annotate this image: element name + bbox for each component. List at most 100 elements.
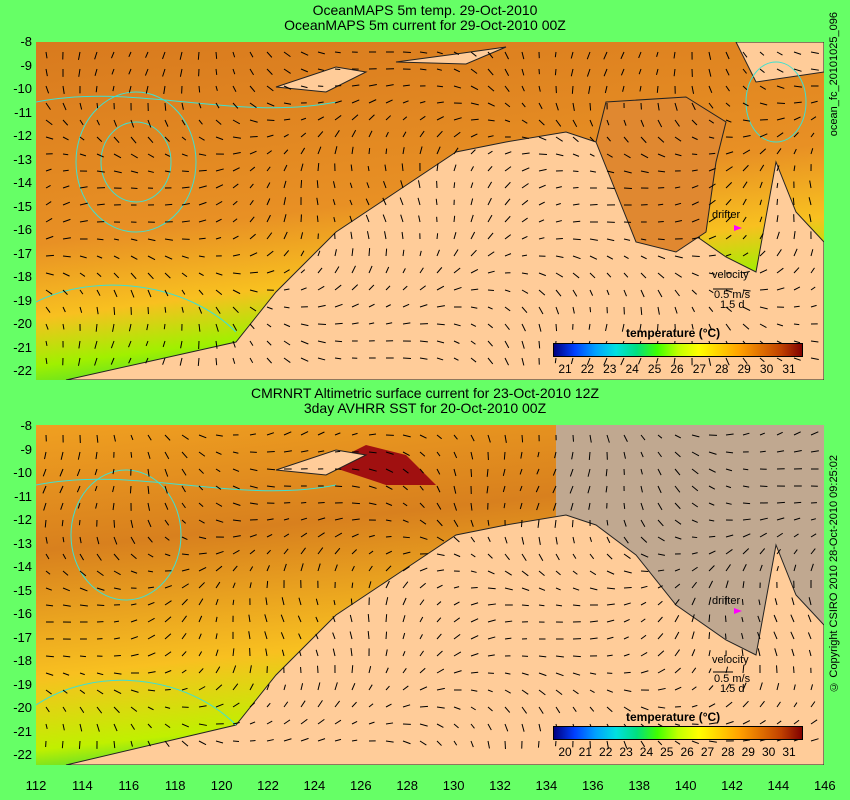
current-arrow (419, 650, 424, 657)
current-arrow (198, 153, 207, 156)
current-arrow (504, 340, 510, 349)
current-arrow (249, 549, 256, 555)
current-arrow (147, 485, 150, 494)
current-arrow (453, 740, 458, 746)
current-arrow (164, 485, 168, 494)
current-arrow (708, 685, 714, 691)
current-arrow (130, 170, 139, 174)
lat-tick: -20 (13, 316, 32, 331)
current-arrow (181, 615, 187, 623)
current-arrow (486, 468, 489, 477)
current-arrow (810, 563, 814, 572)
current-arrow (266, 270, 275, 274)
current-arrow (351, 720, 358, 725)
current-arrow (487, 135, 494, 138)
current-arrow (436, 584, 443, 589)
current-arrow (793, 51, 802, 55)
current-arrow (368, 703, 374, 708)
current-arrow (128, 51, 132, 58)
current-arrow (623, 653, 630, 657)
current-arrow (776, 532, 783, 538)
current-arrow (145, 340, 149, 347)
current-arrow (112, 323, 115, 332)
lon-tick: 122 (257, 778, 279, 793)
current-arrow (266, 102, 275, 107)
current-arrow (521, 102, 526, 108)
top-colorbar-title: temperature (°C) (626, 326, 721, 340)
colorbar-tick: 30 (761, 745, 776, 759)
current-arrow (162, 51, 166, 60)
current-arrow (96, 536, 100, 545)
current-arrow (317, 68, 325, 71)
current-arrow (725, 683, 731, 691)
current-arrow (300, 117, 307, 121)
current-arrow (453, 164, 457, 172)
current-arrow (283, 149, 289, 155)
current-arrow (315, 598, 319, 606)
current-arrow (334, 249, 337, 257)
current-arrow (708, 306, 714, 313)
current-arrow (198, 237, 206, 240)
current-arrow (334, 450, 341, 453)
current-arrow (215, 434, 223, 437)
current-arrow (317, 700, 323, 708)
current-arrow (725, 485, 732, 489)
current-arrow (198, 136, 205, 141)
current-arrow (113, 255, 120, 260)
current-arrow (249, 68, 255, 76)
current-arrow (334, 547, 341, 555)
current-arrow (147, 601, 155, 606)
current-arrow (266, 182, 271, 189)
current-arrow (521, 553, 527, 562)
current-arrow (368, 84, 377, 87)
current-arrow (368, 502, 377, 506)
current-arrow (232, 85, 237, 92)
current-arrow (742, 323, 750, 330)
current-arrow (419, 723, 428, 727)
current-arrow (657, 740, 663, 746)
current-arrow (521, 323, 526, 332)
current-arrow (742, 581, 745, 589)
current-arrow (691, 597, 696, 606)
current-arrow (520, 519, 523, 528)
current-arrow (45, 672, 54, 676)
current-arrow (691, 704, 698, 708)
current-arrow (759, 323, 767, 329)
current-arrow (453, 286, 462, 291)
current-arrow (112, 502, 115, 511)
current-arrow (402, 615, 406, 623)
current-arrow (283, 250, 290, 257)
current-arrow (487, 357, 494, 365)
current-arrow (317, 146, 322, 155)
current-arrow (351, 682, 356, 691)
current-arrow (776, 117, 785, 121)
current-arrow (232, 519, 241, 522)
current-arrow (725, 451, 734, 454)
current-arrow (349, 215, 353, 223)
current-arrow (793, 85, 802, 88)
current-arrow (266, 306, 273, 310)
current-arrow (674, 468, 681, 476)
current-arrow (623, 136, 629, 143)
current-arrow (742, 739, 751, 742)
current-arrow (538, 536, 541, 545)
current-arrow (572, 289, 578, 297)
current-arrow (776, 165, 780, 172)
current-arrow (674, 485, 681, 493)
current-arrow (708, 85, 713, 94)
current-arrow (283, 68, 291, 74)
lon-tick: 120 (210, 778, 233, 793)
current-arrow (147, 570, 154, 573)
current-arrow (147, 153, 155, 158)
current-arrow (589, 706, 595, 712)
current-arrow (623, 289, 627, 297)
lat-tick: -12 (13, 512, 32, 527)
current-arrow (504, 253, 512, 257)
current-arrow (435, 198, 438, 206)
current-arrow (674, 740, 681, 745)
current-arrow (605, 485, 608, 493)
current-arrow (487, 51, 494, 59)
current-arrow (249, 502, 258, 505)
current-arrow (708, 703, 716, 708)
current-arrow (708, 68, 712, 77)
